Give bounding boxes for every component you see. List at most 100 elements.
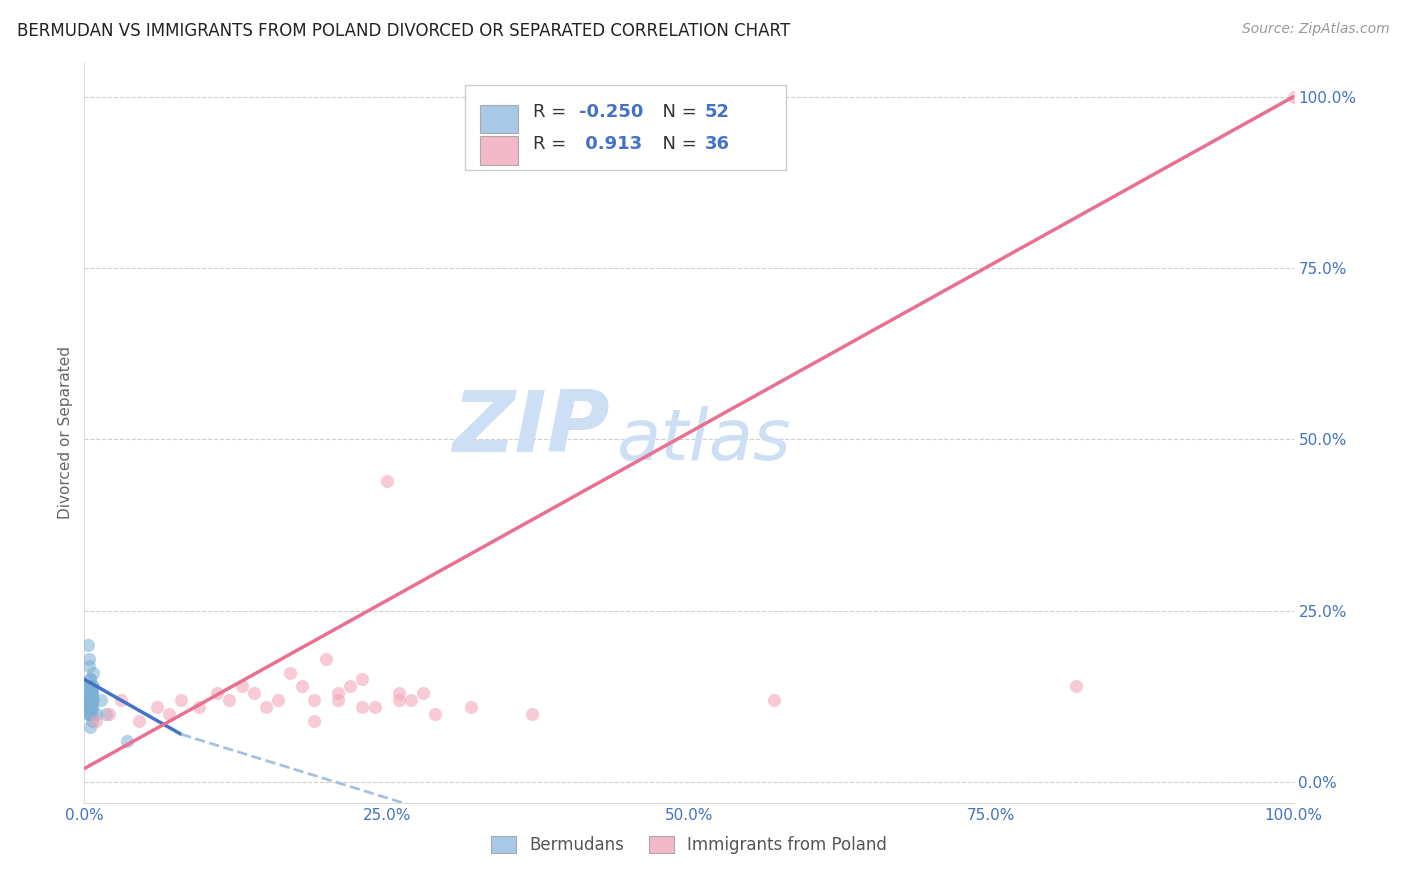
Point xyxy=(460,699,482,714)
Point xyxy=(399,693,422,707)
Point xyxy=(302,714,325,728)
Point xyxy=(97,706,120,721)
Point xyxy=(80,706,103,721)
Point xyxy=(80,679,103,693)
Point xyxy=(79,699,101,714)
Point xyxy=(231,679,253,693)
Point xyxy=(762,693,785,707)
Point xyxy=(77,693,100,707)
Point xyxy=(363,699,385,714)
Point xyxy=(115,734,138,748)
Point xyxy=(77,679,100,693)
Point xyxy=(423,706,446,721)
Point xyxy=(80,686,103,700)
Text: atlas: atlas xyxy=(616,406,792,475)
Point xyxy=(79,699,101,714)
Point xyxy=(77,693,100,707)
Text: N =: N = xyxy=(651,103,703,121)
Point xyxy=(82,665,104,680)
Point xyxy=(79,693,101,707)
Point xyxy=(207,686,229,700)
Point xyxy=(90,693,112,707)
Point xyxy=(80,693,103,707)
Point xyxy=(79,686,101,700)
Point xyxy=(79,720,101,734)
Point xyxy=(77,686,100,700)
Point xyxy=(291,679,314,693)
Point xyxy=(79,699,101,714)
Point xyxy=(77,706,100,721)
Point xyxy=(77,679,100,693)
Point xyxy=(79,706,101,721)
Point xyxy=(388,686,411,700)
Point xyxy=(315,652,337,666)
Point xyxy=(157,706,180,721)
Text: N =: N = xyxy=(651,135,703,153)
Point xyxy=(352,673,374,687)
Point xyxy=(188,699,211,714)
Point xyxy=(77,638,100,652)
Point xyxy=(86,706,108,721)
Point xyxy=(79,699,101,714)
Point xyxy=(79,706,101,721)
Point xyxy=(302,693,325,707)
Y-axis label: Divorced or Separated: Divorced or Separated xyxy=(58,346,73,519)
FancyBboxPatch shape xyxy=(465,85,786,169)
Point xyxy=(77,699,100,714)
Point xyxy=(77,693,100,707)
Point xyxy=(388,693,411,707)
Point xyxy=(278,665,301,680)
Point xyxy=(79,686,101,700)
Point xyxy=(77,693,100,707)
Point xyxy=(80,714,103,728)
Point xyxy=(77,699,100,714)
Point xyxy=(110,693,132,707)
Point xyxy=(77,693,100,707)
FancyBboxPatch shape xyxy=(479,136,519,165)
Point xyxy=(79,693,101,707)
Point xyxy=(170,693,193,707)
Text: BERMUDAN VS IMMIGRANTS FROM POLAND DIVORCED OR SEPARATED CORRELATION CHART: BERMUDAN VS IMMIGRANTS FROM POLAND DIVOR… xyxy=(17,22,790,40)
Point xyxy=(1282,89,1305,103)
Point xyxy=(94,706,117,721)
Point xyxy=(328,686,350,700)
Text: 52: 52 xyxy=(704,103,730,121)
Point xyxy=(79,673,101,687)
Text: ZIP: ZIP xyxy=(453,387,610,470)
Point xyxy=(77,699,100,714)
Text: R =: R = xyxy=(533,135,572,153)
Point xyxy=(328,693,350,707)
Point xyxy=(79,673,101,687)
Point xyxy=(77,679,100,693)
FancyBboxPatch shape xyxy=(479,104,519,133)
Text: Source: ZipAtlas.com: Source: ZipAtlas.com xyxy=(1241,22,1389,37)
Legend: Bermudans, Immigrants from Poland: Bermudans, Immigrants from Poland xyxy=(484,830,894,861)
Point xyxy=(218,693,240,707)
Point xyxy=(80,686,103,700)
Point xyxy=(77,699,100,714)
Point xyxy=(80,699,103,714)
Point xyxy=(82,679,104,693)
Point xyxy=(77,658,100,673)
Point xyxy=(82,693,104,707)
Point xyxy=(77,686,100,700)
Point xyxy=(375,474,398,488)
Text: 0.913: 0.913 xyxy=(579,135,643,153)
Point xyxy=(79,693,101,707)
Text: 36: 36 xyxy=(704,135,730,153)
Text: -0.250: -0.250 xyxy=(579,103,644,121)
Point xyxy=(77,693,100,707)
Text: R =: R = xyxy=(533,103,572,121)
Point xyxy=(80,686,103,700)
Point xyxy=(80,699,103,714)
Point xyxy=(77,706,100,721)
Point xyxy=(267,693,290,707)
Point xyxy=(80,693,103,707)
Point xyxy=(242,686,264,700)
Point xyxy=(254,699,277,714)
Point xyxy=(77,652,100,666)
Point xyxy=(128,714,150,728)
Point xyxy=(79,686,101,700)
Point xyxy=(86,714,108,728)
Point xyxy=(339,679,361,693)
